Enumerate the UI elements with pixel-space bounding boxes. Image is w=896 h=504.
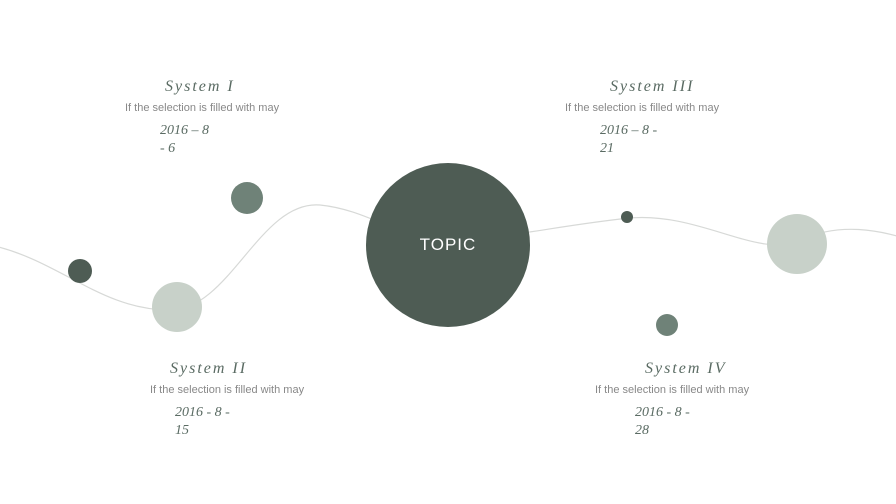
node-circle-3: [231, 182, 263, 214]
diagram-canvas: TOPIC System I If the selection is fille…: [0, 0, 896, 504]
system-4-date1: 2016 - 8 -: [635, 404, 749, 422]
system-3-date1: 2016 – 8 -: [600, 122, 719, 140]
system-3-date2: 21: [600, 140, 719, 158]
system-1-date2: - 6: [160, 140, 279, 158]
system-1-subtitle: If the selection is filled with may: [125, 102, 279, 114]
system-block-4: System IV If the selection is filled wit…: [595, 360, 749, 440]
system-2-date1: 2016 - 8 -: [175, 404, 304, 422]
node-circle-2: [152, 282, 202, 332]
system-3-subtitle: If the selection is filled with may: [565, 102, 719, 114]
node-circle-5: [656, 314, 678, 336]
system-4-subtitle: If the selection is filled with may: [595, 384, 749, 396]
system-4-date2: 28: [635, 422, 749, 440]
system-3-title: System III: [610, 78, 719, 96]
node-circle-1: [68, 259, 92, 283]
node-circle-6: [767, 214, 827, 274]
node-circle-4: [621, 211, 633, 223]
central-topic-label: TOPIC: [420, 235, 477, 255]
system-2-title: System II: [170, 360, 304, 378]
central-topic-circle: TOPIC: [366, 163, 530, 327]
system-block-1: System I If the selection is filled with…: [125, 78, 279, 158]
system-1-title: System I: [165, 78, 279, 96]
system-2-subtitle: If the selection is filled with may: [150, 384, 304, 396]
system-2-date2: 15: [175, 422, 304, 440]
system-4-title: System IV: [645, 360, 749, 378]
system-block-3: System III If the selection is filled wi…: [565, 78, 719, 158]
system-block-2: System II If the selection is filled wit…: [150, 360, 304, 440]
system-1-date1: 2016 – 8: [160, 122, 279, 140]
